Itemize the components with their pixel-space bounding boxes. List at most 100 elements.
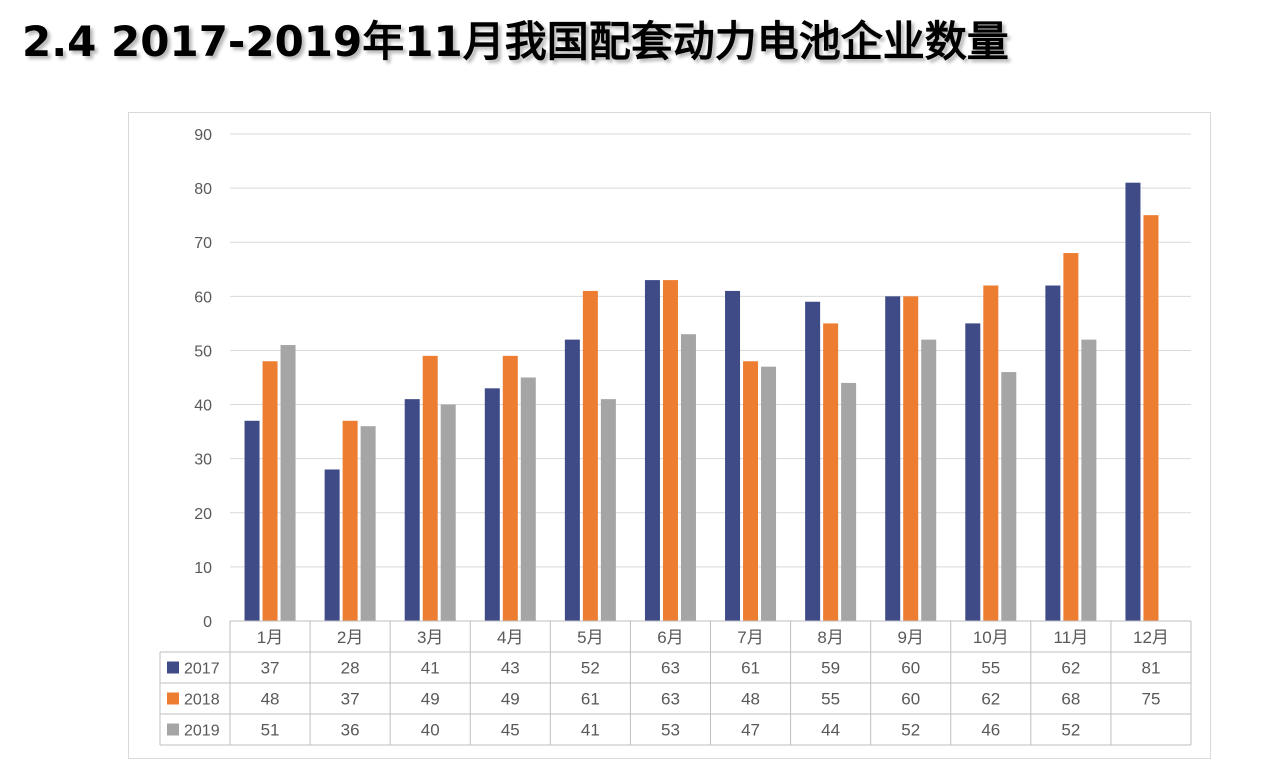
category-label: 11月 bbox=[1054, 628, 1089, 647]
data-label: 52 bbox=[901, 721, 920, 740]
bar-2018-2 bbox=[342, 420, 358, 621]
data-label: 51 bbox=[261, 721, 280, 740]
data-label: 60 bbox=[901, 659, 920, 678]
y-tick-label: 50 bbox=[194, 343, 212, 360]
bar-2018-4 bbox=[502, 355, 518, 621]
data-label: 41 bbox=[421, 659, 440, 678]
data-label: 40 bbox=[421, 721, 440, 740]
data-label: 61 bbox=[741, 659, 760, 678]
bar-2019-4 bbox=[520, 377, 536, 621]
bar-2019-8 bbox=[841, 382, 857, 621]
bar-2017-5 bbox=[564, 339, 580, 621]
bar-2017-4 bbox=[484, 388, 500, 621]
bar-2017-6 bbox=[644, 280, 660, 621]
data-label: 49 bbox=[501, 690, 520, 709]
data-label: 55 bbox=[821, 690, 840, 709]
data-label: 46 bbox=[981, 721, 1000, 740]
bar-2018-10 bbox=[983, 285, 999, 621]
bar-2019-6 bbox=[680, 334, 696, 621]
bar-2018-8 bbox=[823, 323, 839, 621]
category-label: 3月 bbox=[417, 628, 443, 647]
bar-2018-12 bbox=[1143, 215, 1159, 621]
data-label: 49 bbox=[421, 690, 440, 709]
bar-2017-1 bbox=[244, 420, 260, 621]
data-label: 28 bbox=[341, 659, 360, 678]
legend-key-2019 bbox=[167, 723, 179, 736]
data-label: 52 bbox=[581, 659, 600, 678]
data-label: 75 bbox=[1141, 690, 1160, 709]
category-label: 10月 bbox=[973, 628, 1009, 647]
bar-2018-6 bbox=[662, 280, 678, 621]
data-label: 60 bbox=[901, 690, 920, 709]
data-label: 62 bbox=[981, 690, 1000, 709]
legend-key-2018 bbox=[167, 692, 179, 705]
y-tick-label: 40 bbox=[194, 398, 212, 415]
bar-2017-10 bbox=[965, 323, 981, 621]
bar-2017-11 bbox=[1045, 285, 1061, 621]
category-label: 2月 bbox=[337, 628, 363, 647]
bar-2018-11 bbox=[1063, 253, 1079, 622]
y-tick-label: 70 bbox=[194, 235, 212, 252]
data-label: 37 bbox=[341, 690, 360, 709]
category-label: 4月 bbox=[497, 628, 523, 647]
category-label: 12月 bbox=[1133, 628, 1169, 647]
data-label: 52 bbox=[1061, 721, 1080, 740]
data-label: 37 bbox=[261, 659, 280, 678]
data-label: 61 bbox=[581, 690, 600, 709]
bar-2019-2 bbox=[360, 426, 376, 621]
bar-2018-5 bbox=[582, 290, 598, 621]
bar-2019-11 bbox=[1081, 339, 1097, 621]
data-label: 81 bbox=[1141, 659, 1160, 678]
data-label: 63 bbox=[661, 659, 680, 678]
data-label: 41 bbox=[581, 721, 600, 740]
legend-label: 2017 bbox=[184, 661, 220, 678]
data-label: 68 bbox=[1061, 690, 1080, 709]
data-label: 62 bbox=[1061, 659, 1080, 678]
bar-2018-7 bbox=[743, 361, 759, 621]
y-tick-label: 0 bbox=[203, 614, 212, 631]
legend-label: 2019 bbox=[184, 723, 220, 740]
data-label: 43 bbox=[501, 659, 520, 678]
y-tick-label: 30 bbox=[194, 452, 212, 469]
bar-2017-7 bbox=[725, 290, 741, 621]
data-label: 59 bbox=[821, 659, 840, 678]
data-label: 48 bbox=[741, 690, 760, 709]
bar-2019-5 bbox=[600, 399, 616, 621]
data-label: 53 bbox=[661, 721, 680, 740]
bar-2018-1 bbox=[262, 361, 278, 621]
y-tick-label: 80 bbox=[194, 181, 212, 198]
category-label: 7月 bbox=[737, 628, 763, 647]
bar-2017-9 bbox=[885, 296, 901, 621]
y-tick-label: 90 bbox=[194, 127, 212, 144]
data-label: 55 bbox=[981, 659, 1000, 678]
bar-2019-9 bbox=[921, 339, 937, 621]
bar-2019-10 bbox=[1001, 372, 1017, 621]
bar-2019-3 bbox=[440, 404, 456, 621]
y-tick-label: 60 bbox=[194, 289, 212, 306]
bar-2019-1 bbox=[280, 345, 296, 621]
y-tick-label: 20 bbox=[194, 506, 212, 523]
data-label: 47 bbox=[741, 721, 760, 740]
bar-2018-9 bbox=[903, 296, 919, 621]
bar-2017-12 bbox=[1125, 182, 1141, 621]
page-title: 2.4 2017-2019年11月我国配套动力电池企业数量 bbox=[22, 17, 1009, 66]
data-label: 63 bbox=[661, 690, 680, 709]
legend-key-2017 bbox=[167, 661, 179, 674]
category-label: 1月 bbox=[257, 628, 283, 647]
data-label: 48 bbox=[261, 690, 280, 709]
legend-label: 2018 bbox=[184, 692, 220, 709]
bar-2019-7 bbox=[761, 366, 777, 621]
bar-2017-3 bbox=[404, 399, 420, 621]
data-label: 36 bbox=[341, 721, 360, 740]
bar-2017-8 bbox=[805, 301, 821, 621]
data-label: 45 bbox=[501, 721, 520, 740]
bar-2017-2 bbox=[324, 469, 340, 621]
category-label: 6月 bbox=[657, 628, 683, 647]
category-label: 8月 bbox=[817, 628, 843, 647]
data-label: 44 bbox=[821, 721, 840, 740]
y-tick-label: 10 bbox=[194, 560, 212, 577]
bar-2018-3 bbox=[422, 355, 438, 621]
category-label: 9月 bbox=[897, 628, 923, 647]
